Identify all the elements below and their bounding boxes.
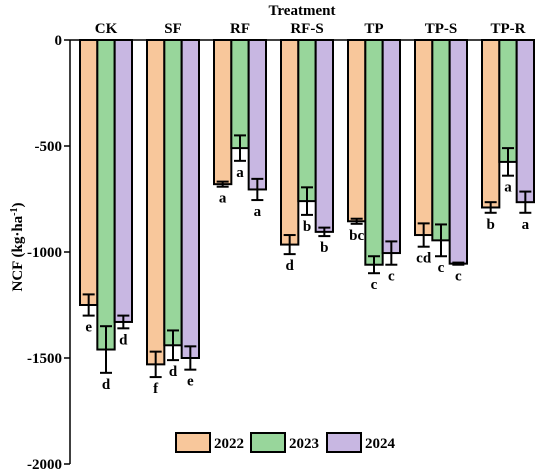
significance-letter: b [486, 217, 494, 233]
legend-swatch-2023 [250, 432, 286, 453]
bar-2023-TP-R [498, 39, 518, 163]
legend-swatch-2024 [326, 432, 362, 453]
bar-2024-TP-S [448, 39, 468, 265]
bars-layer [79, 39, 536, 379]
y-tick-label: -500 [35, 139, 63, 155]
category-label: RF [230, 21, 250, 37]
significance-letter: c [388, 269, 395, 285]
bar-2023-SF [163, 39, 183, 347]
bar-2023-TP-S [431, 39, 451, 242]
y-axis-title-suffix: ) [10, 202, 26, 207]
legend: 2022 2023 2024 [175, 432, 396, 453]
category-label: TP-R [491, 21, 526, 37]
bar-2022-TP-R [481, 39, 501, 209]
significance-letter: a [236, 165, 244, 181]
significance-letter: a [522, 217, 530, 233]
bar-2023-TP [364, 39, 384, 266]
y-tick-label: -2000 [27, 457, 62, 473]
bar-2022-RF [213, 39, 233, 186]
bar-2024-RF-S [314, 39, 334, 233]
significance-letter: c [438, 260, 445, 276]
category-label: TP-S [425, 21, 458, 37]
bar-2024-RF [247, 39, 268, 191]
significance-letter: bc [349, 228, 364, 244]
bar-2022-SF [146, 39, 166, 366]
significance-letter: d [285, 258, 294, 274]
y-axis-title-sup: -1 [9, 207, 20, 215]
bar-2022-TP-S [414, 39, 434, 237]
legend-label-2024: 2024 [365, 436, 396, 452]
y-tick-label: 0 [55, 33, 63, 49]
significance-letter: c [455, 269, 462, 285]
legend-label-2022: 2022 [214, 436, 244, 452]
significance-letter: d [169, 364, 178, 380]
significance-letter: c [371, 277, 378, 293]
significance-letter: d [102, 377, 111, 393]
significance-letter: d [119, 332, 128, 348]
bar-2022-CK [79, 39, 99, 306]
category-label: SF [164, 21, 182, 37]
bar-2023-RF [230, 39, 250, 150]
significance-letter: b [320, 240, 328, 256]
bar-2022-RF-S [280, 39, 300, 246]
significance-letter: b [303, 219, 311, 235]
bar-2024-TP-R [515, 39, 536, 204]
bar-2024-CK [113, 39, 133, 323]
bar-2022-TP [347, 39, 367, 223]
bar-2023-RF-S [297, 39, 317, 203]
bar-2024-SF [180, 39, 201, 359]
significance-letter: e [85, 320, 92, 336]
bar-2024-TP [381, 39, 401, 255]
significance-letter: a [219, 191, 227, 207]
significance-letter: e [187, 374, 194, 390]
category-label: CK [95, 21, 118, 37]
category-label: TP [364, 21, 383, 37]
legend-label-2023: 2023 [289, 436, 319, 452]
significance-letter: f [153, 381, 159, 397]
bar-2023-CK [96, 39, 116, 351]
legend-swatch-2022 [175, 432, 211, 453]
y-tick-label: -1000 [27, 245, 62, 261]
y-tick-label: -1500 [27, 351, 62, 367]
significance-letter: a [504, 180, 512, 196]
significance-letter: cd [416, 251, 432, 267]
y-axis-title: NCF (kg·ha-1) [9, 202, 27, 291]
x-axis-title: Treatment [269, 3, 336, 19]
y-axis-title-main: NCF (kg·ha [10, 215, 26, 291]
significance-letter: a [254, 204, 262, 220]
labels-layer: 0-500-1000-1500-2000CKeddSFfdeRFaaaRF-Sd… [27, 21, 530, 473]
category-label: RF-S [290, 21, 323, 37]
